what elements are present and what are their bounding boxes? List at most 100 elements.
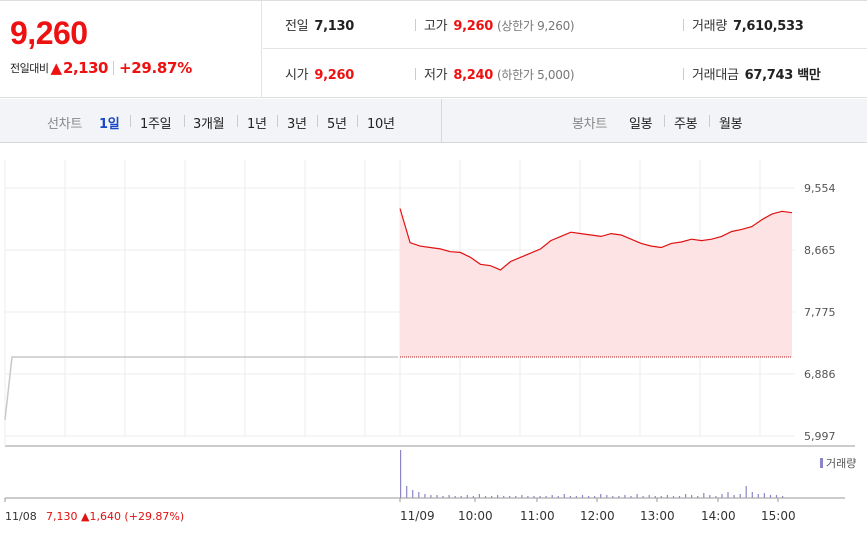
volume-bar	[563, 494, 565, 498]
period-bar-divider	[441, 99, 442, 143]
candle-weekly[interactable]: 주봉	[674, 117, 698, 132]
volume-bar	[769, 495, 772, 498]
volume-bar	[448, 495, 450, 498]
x-tick-label: 15:00	[761, 509, 796, 523]
volume-bar	[618, 496, 620, 498]
candle-daily[interactable]: 일봉	[629, 117, 653, 132]
x-tick-label: 10:00	[458, 509, 493, 523]
stat-high: 고가 9,260 (상한가 9,260)	[415, 15, 575, 34]
volume-bar	[472, 496, 474, 498]
price-box: 9,260 전일대비 ▲ 2,130 +29.87%	[0, 1, 262, 98]
prev-day-date: 11/08	[5, 510, 37, 523]
volume-legend-swatch	[820, 458, 823, 468]
period-1d[interactable]: 1일	[99, 117, 120, 132]
current-price: 9,260	[10, 15, 88, 51]
volume-bar	[491, 496, 493, 498]
up-arrow-icon: ▲	[50, 59, 63, 77]
period-5y[interactable]: 5년	[327, 117, 347, 132]
stat-separator	[683, 68, 684, 80]
volume-bar	[733, 495, 735, 498]
period-separator	[277, 115, 278, 127]
stat-label: 거래대금	[692, 68, 739, 83]
stats-row-1: 전일 7,130 고가 9,260 (상한가 9,260) 거래량 7,610,533	[263, 1, 867, 49]
stat-label: 거래량	[692, 19, 727, 34]
volume-bar	[666, 495, 668, 498]
stat-open: 시가 9,260	[285, 64, 354, 83]
y-tick-label: 7,775	[804, 306, 836, 319]
volume-bar	[418, 492, 420, 498]
volume-bar	[642, 496, 644, 498]
period-1y[interactable]: 1년	[247, 117, 267, 132]
volume-bar	[660, 496, 662, 498]
stat-value: 8,240	[453, 68, 493, 83]
quote-header: 9,260 전일대비 ▲ 2,130 +29.87% 전일 7,130 고가 9,2…	[0, 0, 867, 98]
stat-label: 시가	[285, 68, 309, 83]
candle-monthly[interactable]: 월봉	[719, 117, 743, 132]
stat-note: (상한가 9,260)	[496, 19, 575, 33]
volume-bar	[727, 492, 729, 498]
stat-value: 9,260	[314, 68, 354, 83]
line-chart-label: 선차트	[47, 117, 82, 132]
y-tick-label: 5,997	[804, 430, 836, 443]
volume-bar	[715, 496, 717, 498]
volume-bar	[533, 496, 535, 498]
stat-trade-value: 거래대금 67,743 백만	[683, 64, 821, 83]
stat-value: 9,260	[453, 19, 493, 34]
volume-bar	[648, 495, 650, 498]
period-separator	[317, 115, 318, 127]
volume-bar	[575, 496, 577, 498]
x-tick-label: 13:00	[640, 509, 675, 523]
period-separator	[237, 115, 238, 127]
volume-legend: 거래량	[820, 457, 856, 470]
stat-value: 7,130	[314, 19, 354, 34]
volume-bar	[460, 496, 462, 498]
volume-bar	[721, 494, 723, 498]
volume-bar	[636, 494, 638, 498]
today-price-line	[399, 208, 793, 271]
stat-label: 저가	[424, 68, 448, 83]
price-area-fill	[400, 208, 792, 357]
stat-volume: 거래량 7,610,533	[683, 15, 804, 34]
change-abs: 2,130	[63, 59, 108, 77]
x-tick-label: 11:00	[520, 509, 555, 523]
change-label: 전일대비	[10, 62, 49, 75]
stat-label: 전일	[285, 19, 309, 34]
x-tick-label: 14:00	[701, 509, 736, 523]
period-separator	[130, 115, 131, 127]
volume-bar	[612, 496, 614, 498]
period-1w[interactable]: 1주일	[140, 117, 172, 132]
y-axis-ticks: 9,554 8,665 7,775 6,886 5,997	[804, 182, 836, 443]
intraday-chart: 9,554 8,665 7,775 6,886 5,997 거래량 11/09 10:00…	[4, 160, 856, 523]
period-10y[interactable]: 10년	[367, 117, 395, 132]
volume-bar	[430, 495, 432, 498]
volume-bar	[745, 486, 747, 498]
period-3m[interactable]: 3개월	[193, 117, 225, 132]
volume-bar	[691, 495, 693, 498]
volume-bar	[484, 496, 487, 498]
volume-bar	[521, 495, 523, 498]
stat-value: 67,743 백만	[744, 68, 821, 83]
volume-bar	[757, 494, 759, 498]
volume-bar	[515, 496, 517, 498]
volume-bars	[5, 450, 845, 499]
period-bar: 선차트 1일 1주일 3개월 1년 3년 5년 10년 봉차트 일봉 주봉 월봉	[0, 99, 867, 143]
x-tick-label: 11/09	[400, 509, 435, 523]
stat-label: 고가	[424, 19, 448, 34]
volume-bar	[775, 495, 778, 498]
period-separator	[664, 115, 665, 127]
volume-bar	[557, 496, 559, 498]
volume-bar	[569, 496, 571, 498]
volume-bar	[782, 496, 784, 498]
volume-bar	[436, 495, 438, 498]
volume-bar	[703, 493, 705, 498]
volume-bar	[739, 494, 741, 498]
volume-bar	[400, 450, 402, 498]
volume-bar	[539, 496, 541, 498]
period-3y[interactable]: 3년	[287, 117, 307, 132]
stat-separator	[683, 19, 684, 31]
stat-low: 저가 8,240 (하한가 5,000)	[415, 64, 575, 83]
volume-bar	[763, 493, 765, 498]
volume-bar	[624, 495, 626, 498]
volume-bar	[527, 496, 529, 498]
volume-bar	[478, 494, 480, 498]
